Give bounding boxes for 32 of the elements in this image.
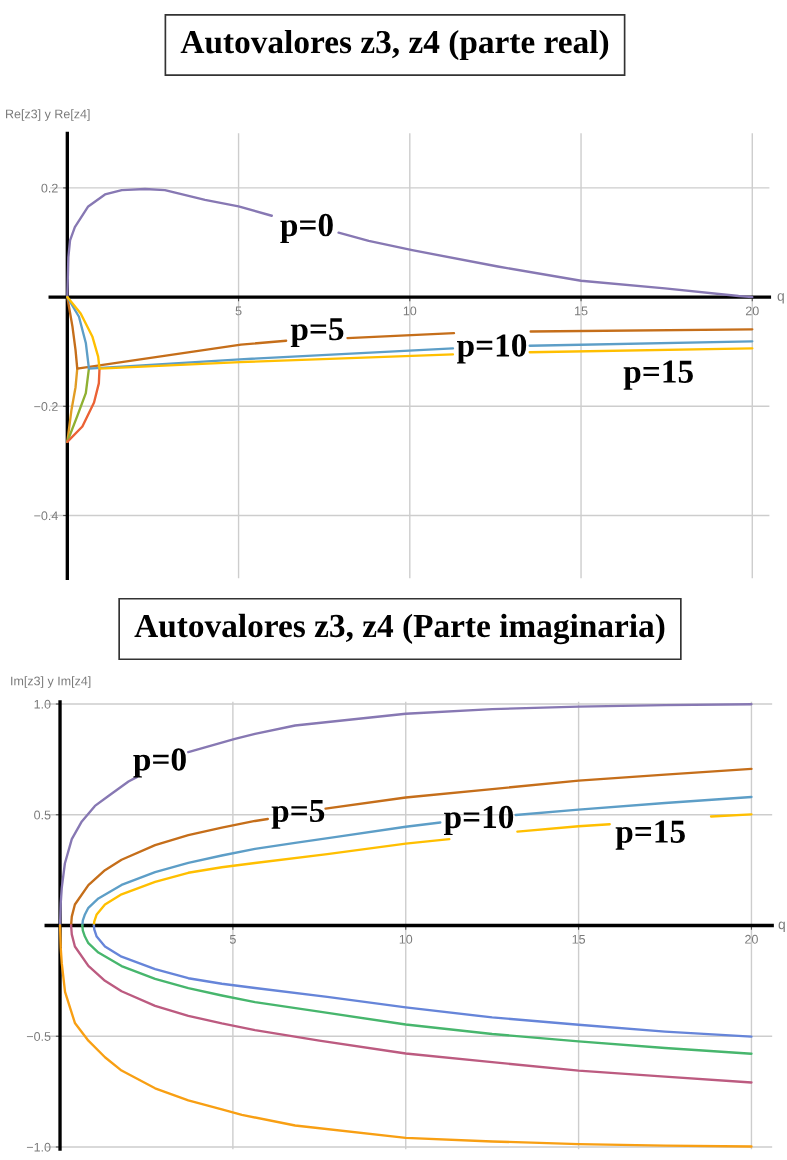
- annotation: p=0: [280, 213, 333, 244]
- y-tick-label: −0.2: [34, 402, 58, 411]
- x-tick-label: 10: [403, 306, 417, 316]
- annotation: p=10: [443, 805, 514, 836]
- x-tick-label: 5: [229, 934, 236, 944]
- annotation: p=5: [271, 799, 325, 829]
- chart-title: Autovalores z3, z4 (parte real): [180, 29, 609, 61]
- x-tick-label: 15: [572, 934, 586, 944]
- annotation: p=15: [615, 820, 685, 850]
- line-series: [66, 367, 101, 443]
- line-series: [66, 367, 91, 443]
- y-axis-title: Im[z3] y Im[z4]: [11, 676, 91, 688]
- y-tick-label: −0.5: [26, 1032, 51, 1041]
- y-tick-label: 1.0: [34, 699, 51, 709]
- x-tick-label: 5: [235, 306, 242, 316]
- line-series: [66, 367, 79, 443]
- annotation: p=10: [456, 334, 527, 364]
- annotation: p=0: [133, 748, 186, 778]
- x-tick-label: 15: [575, 306, 588, 316]
- x-axis-title: q: [777, 293, 784, 304]
- y-tick-label: −1.0: [26, 1142, 51, 1152]
- chart-title: Autovalores z3, z4 (Parte imaginaria): [134, 613, 665, 645]
- y-tick-label: 0.2: [41, 183, 58, 193]
- y-tick-label: 0.5: [34, 810, 51, 820]
- x-tick-label: 20: [745, 306, 759, 316]
- annotation: p=5: [290, 318, 344, 348]
- x-axis-title: q: [778, 921, 785, 932]
- x-tick-label: 10: [399, 934, 413, 944]
- y-tick-label: −0.4: [34, 511, 58, 521]
- annotation: p=15: [623, 360, 693, 390]
- x-tick-label: 20: [745, 934, 758, 944]
- y-axis-title: Re[z3] y Re[z4]: [6, 109, 90, 121]
